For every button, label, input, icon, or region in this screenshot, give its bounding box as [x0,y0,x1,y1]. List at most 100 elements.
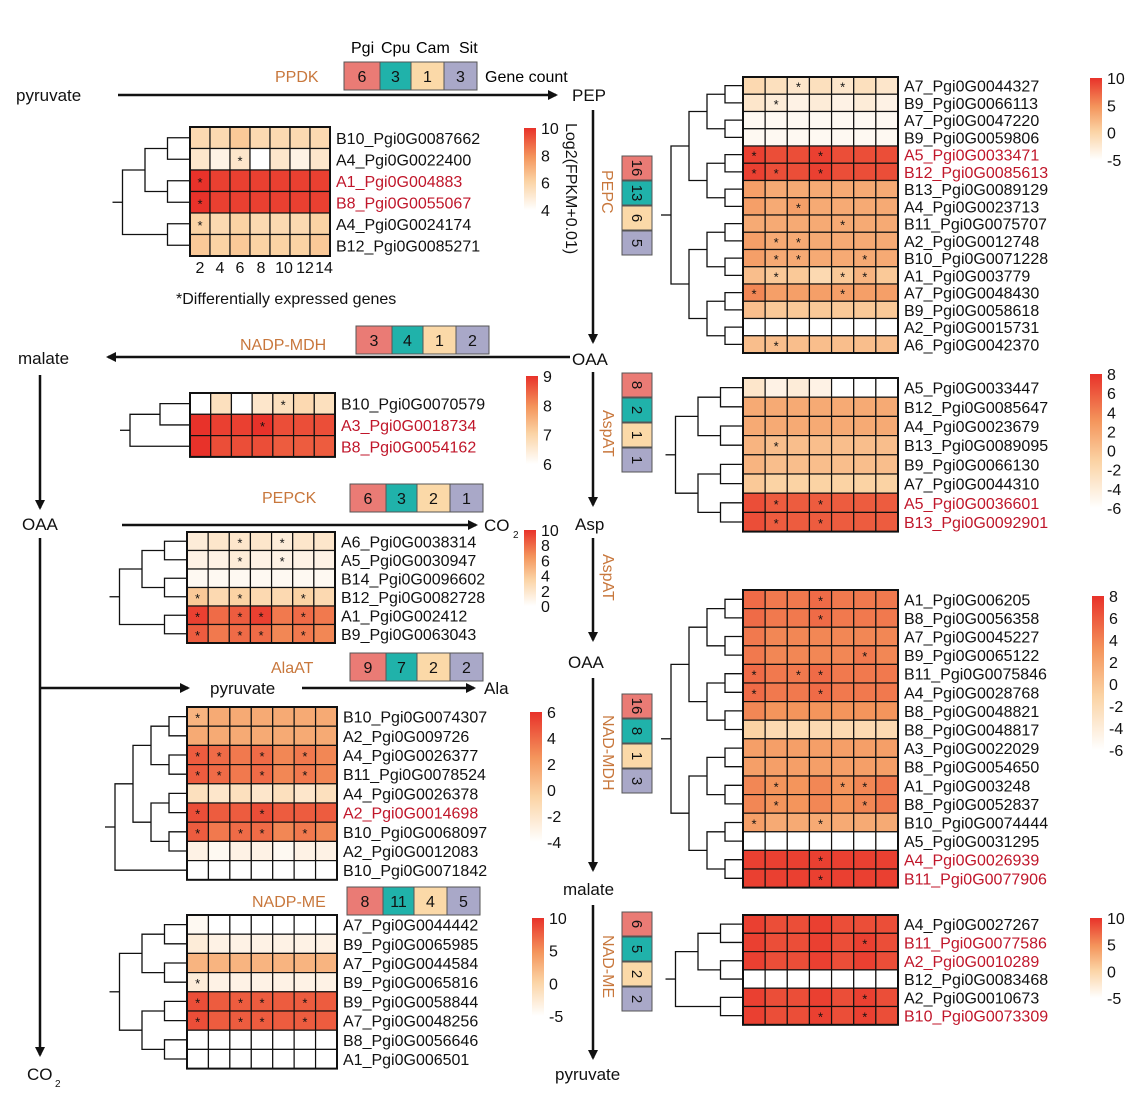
heatmap-cell [293,859,317,881]
significance-star: * [237,609,242,624]
gene-count-value: 5 [628,239,645,247]
gene-count-box [391,325,424,355]
x-tick: 2 [196,260,205,277]
heatmap-cell [229,914,252,935]
enzyme-label: NAD-ME [599,935,616,998]
heatmap-cell [808,756,833,777]
heatmap-cell [207,605,230,626]
significance-star: * [259,768,264,783]
heatmap-cell [764,700,788,721]
heatmap-cell [742,969,766,989]
heatmap-cell [853,435,877,456]
heatmap-cell [853,849,877,870]
heatmap-cell [742,473,766,494]
color-scale-bar [532,918,544,1016]
enzyme-label: AlaAT [271,660,314,677]
heatmap-cell [853,511,877,533]
significance-star: * [258,609,263,624]
heatmap-cell [249,212,271,236]
gene-count-boxes: 16 13 6 5 [621,155,653,256]
gene-count-boxes: 8 11 4 5 [346,886,481,916]
heatmap-cell [309,126,331,150]
gene-count-box [621,936,653,962]
heatmap-cell [314,706,338,727]
color-scale-label: 0 [1107,964,1116,981]
heatmap-cell [853,128,877,147]
significance-star: * [840,287,845,302]
heatmap-cell [764,415,788,437]
heatmap-cell [764,831,788,851]
heatmap-cell [786,645,811,665]
heatmap-cell [786,719,811,740]
heatmap-cell [808,775,833,796]
gene-label: B9_Pgi0G0058618 [904,303,1039,320]
heatmap-cell [314,933,338,955]
heatmap-cell [249,531,273,552]
gene-label: B11_Pgi0G0075707 [904,217,1047,234]
gene-count-value: 8 [628,727,645,735]
significance-star: * [752,668,757,683]
heatmap-cell [786,868,811,889]
significance-star: * [796,252,801,267]
heatmap-cell [764,756,788,777]
heatmap-cell [875,492,899,514]
heatmap-cell [786,492,811,514]
gene-label: B14_Pgi0G0096602 [341,571,485,588]
heatmap-cell [210,435,233,458]
gene-label: A5_Pgi0G0033471 [904,148,1039,165]
heatmap-cell [229,744,252,766]
heatmap-cell [830,914,855,934]
heatmap-cell [830,179,855,199]
color-scale-label: 0 [1109,677,1118,694]
heatmap-cell [250,725,274,747]
heatmap-cell [808,645,833,665]
gene-label: B8_Pgi0G0054162 [341,439,476,456]
heatmap-cell [764,932,788,953]
heatmap-cell [250,914,274,935]
heatmap-cell [875,162,899,182]
gene-count-value: 16 [628,160,645,177]
heatmap-cell [742,93,766,113]
heatmap-cell [830,492,855,514]
heatmap-cell [853,589,877,610]
gene-count-value: 6 [628,920,645,928]
heatmap-cell [875,756,899,777]
heatmap-cell [808,76,833,95]
gene-count-value: 6 [628,214,645,222]
gene-count-value: 2 [468,333,477,350]
heatmap-cell [830,831,855,851]
heatmap-cell [742,248,766,268]
significance-star: * [195,826,200,841]
heatmap-cell [875,454,899,475]
heatmap-cell [289,190,311,214]
gene-count-boxes: 6 5 2 2 [621,911,653,1012]
gene-label: B11_Pgi0G0075846 [904,667,1047,684]
significance-star: * [237,628,242,643]
heatmap-cell [270,568,294,589]
gene-label: A4_Pgi0G0023679 [904,419,1039,436]
heatmap-cell [313,549,336,570]
gene-label: A7_Pgi0G0044327 [904,79,1039,96]
heatmap-cell [808,93,833,113]
heatmap-cell [229,763,252,785]
heatmap-cell [853,283,877,302]
heatmap-cell [229,971,252,993]
color-scale-bar [526,376,538,464]
heatmap-cell [830,317,855,337]
heatmap-cell [830,231,855,251]
heatmap-cell [853,145,877,164]
heatmap-cell [808,335,833,354]
heatmap-cell [742,793,766,814]
heatmap-cell [830,589,855,610]
gene-count-value: 3 [391,69,400,86]
color-scale-label: 8 [1107,367,1116,384]
heatmap-cell [830,396,855,418]
significance-star: * [217,749,222,764]
significance-star: * [238,1015,243,1030]
heatmap-cell [272,435,295,458]
heatmap-cell [786,849,811,870]
gene-count-box [410,61,445,91]
color-scale-label: 0 [549,976,558,993]
gene-count-box [449,652,484,682]
